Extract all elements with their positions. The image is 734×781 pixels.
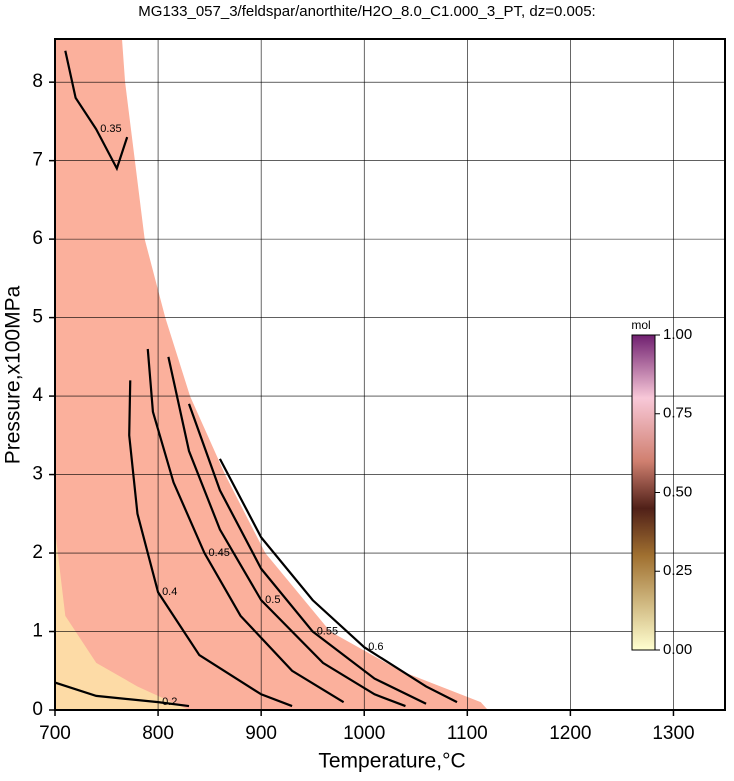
y-tick-label: 0 xyxy=(32,699,43,720)
y-tick-label: 5 xyxy=(32,307,43,328)
x-tick-label: 1000 xyxy=(343,723,385,744)
plot-frame xyxy=(54,38,726,711)
contour-line xyxy=(146,348,345,704)
contour-label: 0.2 xyxy=(162,696,177,708)
contour-label: 0.5 xyxy=(265,594,280,606)
y-axis-label: Pressure,x100MPa xyxy=(2,285,25,464)
colorbar-label: mol xyxy=(631,318,650,332)
y-tick-label: 6 xyxy=(32,228,43,249)
contour-label: 0.4 xyxy=(162,586,177,598)
plot-area: 0.2 0.35 0.4 0.45 0.5 0.55 0.6 xyxy=(55,39,725,710)
colorbar-tick-label: 0.75 xyxy=(663,405,692,422)
contour-label: 0.55 xyxy=(317,625,338,637)
x-tick-label: 1300 xyxy=(652,723,694,744)
x-tick-label: 700 xyxy=(39,723,71,744)
colorbar-tick-label: 0.00 xyxy=(663,641,692,658)
x-tick-label: 900 xyxy=(245,723,277,744)
y-tick-label: 4 xyxy=(32,385,43,406)
contour-line xyxy=(64,50,129,172)
y-tick-label: 7 xyxy=(32,150,43,171)
y-tick-label: 8 xyxy=(32,71,43,92)
x-tick-label: 800 xyxy=(142,723,174,744)
contour-label: 0.6 xyxy=(368,641,383,653)
contour-line xyxy=(128,380,293,708)
phase-region xyxy=(55,529,189,710)
colorbar xyxy=(631,334,656,651)
contour-line xyxy=(55,681,190,708)
contour-line xyxy=(187,403,427,705)
colorbar-tick-label: 1.00 xyxy=(663,326,692,343)
y-tick-label: 3 xyxy=(32,464,43,485)
x-axis-label: Temperature,°C xyxy=(318,750,465,773)
contour-label: 0.45 xyxy=(208,547,229,559)
x-tick-label: 1100 xyxy=(447,723,488,744)
phase-region xyxy=(55,39,488,710)
contour-line xyxy=(218,458,458,704)
chart-title: MG133_057_3/feldspar/anorthite/H2O_8.0_C… xyxy=(138,3,595,20)
y-tick-label: 2 xyxy=(32,542,43,563)
colorbar-tick-label: 0.25 xyxy=(663,562,692,579)
contour-label: 0.35 xyxy=(100,123,121,135)
x-tick-label: 1200 xyxy=(549,723,591,744)
contour-line xyxy=(167,356,406,708)
colorbar-tick-label: 0.50 xyxy=(663,483,692,500)
y-tick-label: 1 xyxy=(32,621,43,642)
